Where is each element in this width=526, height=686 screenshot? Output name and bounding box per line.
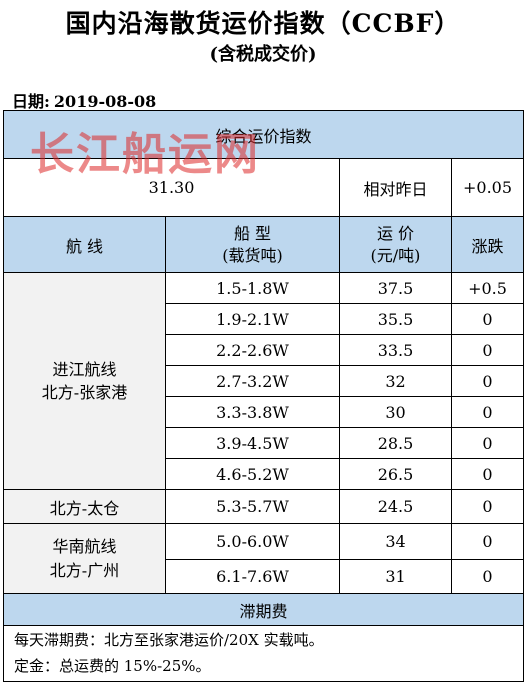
ship-type-cell: 5.3-5.7W bbox=[165, 489, 340, 524]
price-cell: 30 bbox=[339, 396, 452, 428]
price-unit: (元/吨) bbox=[370, 245, 421, 265]
demurrage-label: 滞期费 bbox=[2, 593, 525, 626]
ship-type-cell: 3.9-4.5W bbox=[165, 427, 340, 459]
route-line2: 北方-广州 bbox=[49, 560, 120, 580]
change-cell: 0 bbox=[450, 489, 525, 524]
ship-type-unit: (载货吨) bbox=[222, 245, 283, 265]
table-row: 3.9-4.5W 28.5 0 bbox=[4, 427, 525, 459]
composite-index-label: 综合运价指数 bbox=[2, 110, 525, 159]
composite-value-row: 31.30 相对昨日 +0.05 bbox=[3, 158, 525, 217]
route-line1: 进江航线 bbox=[52, 359, 117, 379]
table-row: 进江航线 北方-张家港 1.5-1.8W 37.5 +0.5 bbox=[3, 272, 525, 490]
price-cell: 34 bbox=[339, 523, 452, 560]
price-cell: 37.5 bbox=[339, 272, 452, 304]
freight-index-table: 综合运价指数 31.30 相对昨日 +0.05 航 线 船 型 (载货吨) 运 … bbox=[2, 110, 525, 682]
ship-type-cell: 5.0-6.0W bbox=[165, 523, 340, 560]
page-subtitle: (含税成交价) bbox=[209, 44, 317, 65]
ship-type-cell: 1.9-2.1W bbox=[165, 303, 340, 335]
price-cell: 28.5 bbox=[339, 427, 452, 459]
ship-type-cell: 6.1-7.6W bbox=[165, 559, 340, 594]
composite-header-row: 综合运价指数 bbox=[2, 110, 525, 159]
price-cell: 31 bbox=[339, 559, 452, 594]
page-title: 国内沿海散货运价指数（CCBF） bbox=[65, 9, 461, 38]
demurrage-notes-row: 每天滞期费：北方至张家港运价/20X 实载吨。 定金：总运费的 15%-25%。 bbox=[2, 625, 525, 682]
ship-type-cell: 3.3-3.8W bbox=[165, 396, 340, 428]
price-cell: 35.5 bbox=[339, 303, 452, 335]
change-cell: 0 bbox=[450, 427, 525, 459]
price-label: 运 价 bbox=[376, 223, 415, 243]
col-price-header: 运 价 (元/吨) bbox=[339, 216, 452, 273]
change-cell: 0 bbox=[450, 334, 525, 366]
ship-type-cell: 1.5-1.8W bbox=[165, 272, 340, 304]
col-route-header: 航 线 bbox=[3, 216, 166, 273]
route-line1: 华南航线 bbox=[52, 537, 117, 557]
table-row: 6.1-7.6W 31 0 bbox=[4, 559, 525, 594]
demurrage-note-fee: 每天滞期费：北方至张家港运价/20X 实载吨。 bbox=[14, 631, 324, 649]
change-cell: 0 bbox=[450, 559, 525, 594]
date-value: 2019-08-08 bbox=[53, 92, 157, 111]
date-line: 日期: 2019-08-08 bbox=[12, 88, 156, 112]
table-row: 2.7-3.2W 32 0 bbox=[4, 365, 525, 397]
route-north-taicang: 北方-太仓 bbox=[3, 489, 166, 524]
price-cell: 24.5 bbox=[339, 489, 452, 524]
table-row: 1.9-2.1W 35.5 0 bbox=[4, 303, 525, 335]
demurrage-note-deposit: 定金：总运费的 15%-25%。 bbox=[14, 656, 211, 675]
demurrage-header-row: 滞期费 bbox=[2, 593, 525, 626]
ship-type-cell: 2.7-3.2W bbox=[165, 365, 340, 397]
ship-type-label: 船 型 bbox=[233, 223, 272, 243]
change-cell: +0.5 bbox=[450, 272, 525, 304]
price-cell: 32 bbox=[339, 365, 452, 397]
route-line2: 北方-张家港 bbox=[41, 383, 128, 402]
composite-index-value: 31.30 bbox=[3, 158, 340, 217]
table-row: 北方-太仓 5.3-5.7W 24.5 0 bbox=[3, 489, 525, 524]
route-jinjiang-zhangjiagang: 进江航线 北方-张家港 bbox=[3, 272, 166, 490]
table-row: 3.3-3.8W 30 0 bbox=[4, 396, 525, 428]
change-cell: 0 bbox=[450, 396, 525, 428]
change-cell: 0 bbox=[450, 458, 525, 490]
col-ship-type-header: 船 型 (载货吨) bbox=[165, 216, 340, 273]
demurrage-notes: 每天滞期费：北方至张家港运价/20X 实载吨。 定金：总运费的 15%-25%。 bbox=[2, 625, 525, 682]
col-change-header: 涨跌 bbox=[450, 216, 525, 273]
change-vs-yesterday-value: +0.05 bbox=[450, 158, 525, 217]
ship-type-cell: 2.2-2.6W bbox=[165, 334, 340, 366]
change-cell: 0 bbox=[450, 303, 525, 335]
change-cell: 0 bbox=[450, 365, 525, 397]
change-cell: 0 bbox=[450, 523, 525, 560]
table-row: 华南航线 北方-广州 5.0-6.0W 34 0 bbox=[3, 523, 525, 594]
price-cell: 33.5 bbox=[339, 334, 452, 366]
price-cell: 26.5 bbox=[339, 458, 452, 490]
date-label: 日期: bbox=[12, 92, 50, 111]
column-header-row: 航 线 船 型 (载货吨) 运 价 (元/吨) 涨跌 bbox=[3, 216, 525, 273]
ship-type-cell: 4.6-5.2W bbox=[165, 458, 340, 490]
change-vs-yesterday-label: 相对昨日 bbox=[339, 158, 452, 217]
route-south-china-guangzhou: 华南航线 北方-广州 bbox=[3, 523, 166, 594]
